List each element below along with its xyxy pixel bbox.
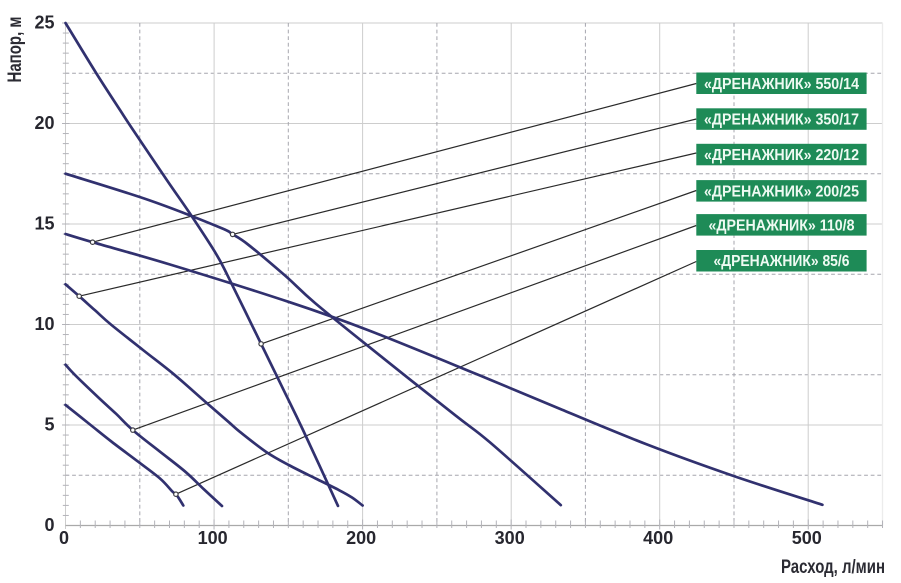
svg-text:«ДРЕНАЖНИК» 550/14: «ДРЕНАЖНИК» 550/14 — [704, 76, 859, 93]
svg-text:«ДРЕНАЖНИК» 110/8: «ДРЕНАЖНИК» 110/8 — [709, 217, 855, 234]
svg-text:500: 500 — [792, 528, 822, 548]
svg-text:«ДРЕНАЖНИК» 350/17: «ДРЕНАЖНИК» 350/17 — [704, 112, 859, 129]
svg-text:5: 5 — [44, 415, 54, 435]
svg-text:300: 300 — [495, 528, 525, 548]
svg-text:15: 15 — [34, 214, 54, 234]
svg-text:Напор, м: Напор, м — [5, 17, 26, 83]
svg-text:10: 10 — [34, 314, 54, 334]
svg-text:0: 0 — [59, 528, 69, 548]
svg-text:20: 20 — [34, 113, 54, 133]
svg-text:400: 400 — [643, 528, 673, 548]
svg-text:Расход, л/мин: Расход, л/мин — [781, 557, 885, 578]
svg-text:200: 200 — [346, 528, 376, 548]
svg-text:0: 0 — [44, 515, 54, 535]
svg-text:«ДРЕНАЖНИК» 200/25: «ДРЕНАЖНИК» 200/25 — [704, 183, 859, 200]
svg-text:100: 100 — [198, 528, 228, 548]
svg-text:«ДРЕНАЖНИК» 220/12: «ДРЕНАЖНИК» 220/12 — [704, 147, 859, 164]
svg-text:«ДРЕНАЖНИК» 85/6: «ДРЕНАЖНИК» 85/6 — [714, 253, 850, 270]
svg-text:25: 25 — [34, 13, 54, 33]
